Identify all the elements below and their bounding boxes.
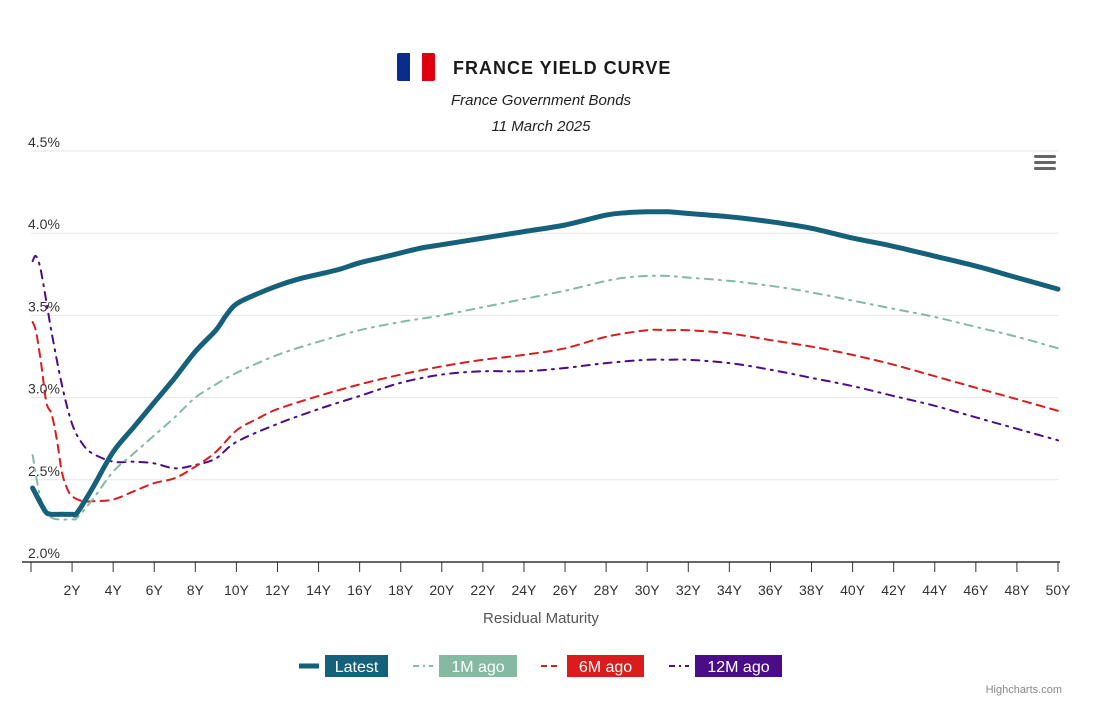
y-tick-label: 3.0%	[28, 381, 60, 397]
x-tick-label: 28Y	[594, 582, 620, 598]
x-tick-label: 32Y	[676, 582, 702, 598]
x-tick-label: 2Y	[64, 582, 82, 598]
flag-stripe-blue	[397, 53, 410, 81]
y-tick-label: 2.0%	[28, 545, 60, 561]
x-tick-label: 8Y	[187, 582, 205, 598]
x-tick-label: 22Y	[470, 582, 496, 598]
y-tick-label: 4.5%	[28, 134, 60, 150]
chart-title: FRANCE YIELD CURVE	[453, 58, 672, 78]
y-tick-label: 2.5%	[28, 463, 60, 479]
x-tick-label: 6Y	[146, 582, 164, 598]
x-tick-label: 18Y	[388, 582, 414, 598]
x-axis-label: Residual Maturity	[483, 610, 599, 627]
x-tick-label: 20Y	[429, 582, 455, 598]
x-tick-label: 24Y	[511, 582, 537, 598]
chart-subtitle: France Government Bonds	[450, 92, 632, 109]
x-tick-label: 10Y	[224, 582, 250, 598]
x-tick-label: 44Y	[922, 582, 948, 598]
y-tick-label: 4.0%	[28, 216, 60, 232]
series-line-latest	[30, 209, 1061, 518]
menu-bar	[1034, 167, 1056, 170]
x-tick-label: 26Y	[553, 582, 579, 598]
france-flag-icon	[397, 53, 435, 81]
x-tick-label: 50Y	[1046, 582, 1072, 598]
y-tick-label: 3.5%	[28, 298, 60, 314]
legend-item-bg[interactable]	[325, 655, 388, 677]
legend-item-bg[interactable]	[567, 655, 644, 677]
x-tick-label: 4Y	[105, 582, 123, 598]
x-tick-label: 42Y	[881, 582, 907, 598]
x-tick-label: 48Y	[1004, 582, 1030, 598]
x-tick-label: 14Y	[306, 582, 332, 598]
legend-item-label[interactable]: 6M ago	[579, 659, 632, 676]
series-line-12m-ago	[31, 254, 1059, 470]
menu-bar	[1034, 155, 1056, 158]
legend-item-label[interactable]: Latest	[335, 659, 379, 676]
x-tick-label: 46Y	[963, 582, 989, 598]
credits-link[interactable]: Highcharts.com	[985, 684, 1062, 696]
legend-item-label[interactable]: 1M ago	[451, 659, 504, 676]
x-tick-label: 12Y	[265, 582, 291, 598]
x-tick-label: 40Y	[840, 582, 866, 598]
flag-stripe-red	[422, 53, 435, 81]
chart-date: 11 March 2025	[491, 118, 591, 135]
menu-bar	[1034, 161, 1056, 164]
x-tick-label: 30Y	[635, 582, 661, 598]
legend-item-label[interactable]: 12M ago	[707, 659, 769, 676]
series-line-6m-ago	[31, 321, 1059, 503]
x-tick-label: 36Y	[758, 582, 784, 598]
x-tick-label: 34Y	[717, 582, 743, 598]
legend-item-bg[interactable]	[695, 655, 782, 677]
hamburger-menu-icon[interactable]	[1031, 152, 1059, 176]
x-tick-label: 38Y	[799, 582, 825, 598]
x-tick-label: 16Y	[347, 582, 373, 598]
legend-item-bg[interactable]	[439, 655, 517, 677]
flag-stripe-white	[409, 53, 423, 81]
